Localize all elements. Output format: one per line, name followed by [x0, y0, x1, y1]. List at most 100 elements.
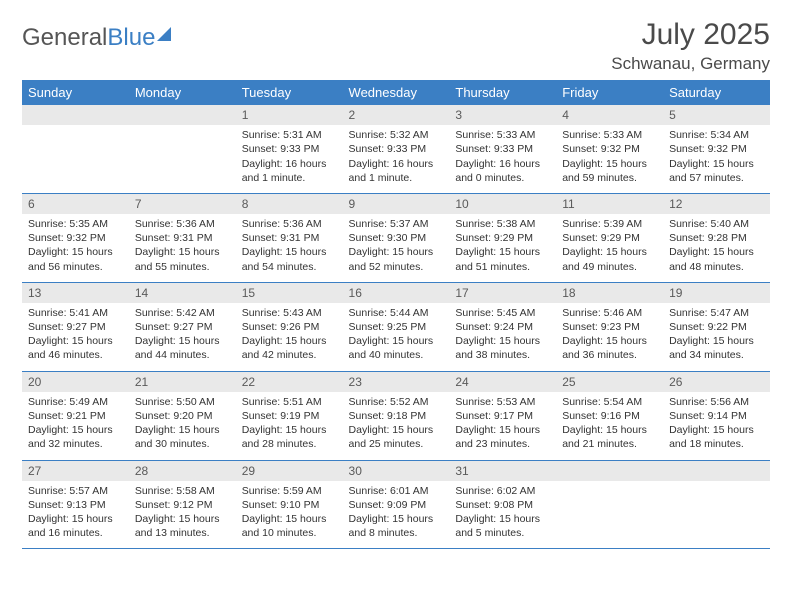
day-details: Sunrise: 5:43 AM Sunset: 9:26 PM Daylight:…: [236, 303, 343, 371]
day-number: 29: [236, 461, 343, 481]
day-details: Sunrise: 5:56 AMSunset: 9:14 PMDaylight:…: [663, 392, 770, 460]
sunrise-line: Sunrise: 5:39 AM: [562, 218, 642, 230]
calendar-cell: 13Sunrise: 5:41 AMSunset: 9:27 PMDayligh…: [22, 282, 129, 371]
sunrise-line: Sunrise: 5:36 AM: [135, 218, 215, 230]
daylight-line: Daylight: 15 hours and 42 minutes.: [242, 335, 327, 361]
daylight-line: Daylight: 15 hours and 16 minutes.: [28, 513, 113, 539]
sunset-line: Sunset: 9:31 PM: [242, 232, 320, 244]
day-details: Sunrise: 5:46 AMSunset: 9:23 PMDaylight:…: [556, 303, 663, 371]
sunset-line: Sunset: 9:23 PM: [562, 321, 640, 333]
calendar-cell: 4Sunrise: 5:33 AMSunset: 9:32 PMDaylight…: [556, 105, 663, 193]
day-number: 20: [22, 372, 129, 392]
calendar-cell: 9Sunrise: 5:37 AMSunset: 9:30 PMDaylight…: [343, 193, 450, 282]
calendar-cell: 16Sunrise: 5:44 AMSunset: 9:25 PMDayligh…: [343, 282, 450, 371]
day-number: 17: [449, 283, 556, 303]
daylight-line: Daylight: 15 hours and 8 minutes.: [349, 513, 434, 539]
calendar-cell: [129, 105, 236, 193]
daylight-line: Daylight: 15 hours and 5 minutes.: [455, 513, 540, 539]
daylight-line: Daylight: 15 hours and 49 minutes.: [562, 246, 647, 272]
day-number: 28: [129, 461, 236, 481]
calendar-cell: [556, 460, 663, 549]
day-details: Sunrise: 5:45 AMSunset: 9:24 PMDaylight:…: [449, 303, 556, 371]
sunset-line: Sunset: 9:27 PM: [135, 321, 213, 333]
sunrise-line: Sunrise: 6:02 AM: [455, 485, 535, 497]
calendar-cell: 29Sunrise: 5:59 AMSunset: 9:10 PMDayligh…: [236, 460, 343, 549]
daylight-line: Daylight: 15 hours and 48 minutes.: [669, 246, 754, 272]
sunset-line: Sunset: 9:19 PM: [242, 410, 320, 422]
day-number: 4: [556, 105, 663, 125]
sunrise-line: Sunrise: 6:01 AM: [349, 485, 429, 497]
sunrise-line: Sunrise: 5:43 AM: [242, 307, 322, 319]
day-details: Sunrise: 5:33 AMSunset: 9:33 PMDaylight:…: [449, 125, 556, 193]
sunrise-line: Sunrise: 5:47 AM: [669, 307, 749, 319]
sunrise-line: Sunrise: 5:58 AM: [135, 485, 215, 497]
calendar-cell: [663, 460, 770, 549]
day-details: Sunrise: 5:42 AMSunset: 9:27 PMDaylight:…: [129, 303, 236, 371]
day-number: 25: [556, 372, 663, 392]
calendar-week-row: 27Sunrise: 5:57 AMSunset: 9:13 PMDayligh…: [22, 460, 770, 549]
day-details: Sunrise: 5:39 AM Sunset: 9:29 PM Daylight:…: [556, 214, 663, 282]
daylight-line: Daylight: 15 hours and 18 minutes.: [669, 424, 754, 450]
day-number: 19: [663, 283, 770, 303]
day-details: Sunrise: 5:57 AMSunset: 9:13 PMDaylight:…: [22, 481, 129, 549]
sunset-line: Sunset: 9:16 PM: [562, 410, 640, 422]
calendar-cell: 11Sunrise: 5:39 AMSunset: 9:29 PMDayligh…: [556, 193, 663, 282]
sunrise-line: Sunrise: 5:35 AM: [28, 218, 108, 230]
sunrise-line: Sunrise: 5:53 AM: [455, 396, 535, 408]
calendar-cell: 30Sunrise: 6:01 AMSunset: 9:09 PMDayligh…: [343, 460, 450, 549]
calendar-cell: 27Sunrise: 5:57 AMSunset: 9:13 PMDayligh…: [22, 460, 129, 549]
day-details: Sunrise: 5:33 AMSunset: 9:32 PMDaylight:…: [556, 125, 663, 193]
daylight-line: Daylight: 15 hours and 59 minutes.: [562, 158, 647, 184]
sunset-line: Sunset: 9:09 PM: [349, 499, 427, 511]
logo-text-blue: Blue: [107, 24, 155, 52]
day-details: Sunrise: 5:58 AMSunset: 9:12 PMDaylight:…: [129, 481, 236, 549]
day-details: [556, 481, 663, 537]
sunset-line: Sunset: 9:08 PM: [455, 499, 533, 511]
day-header: Monday: [129, 80, 236, 105]
daylight-line: Daylight: 15 hours and 30 minutes.: [135, 424, 220, 450]
sunrise-line: Sunrise: 5:38 AM: [455, 218, 535, 230]
calendar-cell: 31Sunrise: 6:02 AMSunset: 9:08 PMDayligh…: [449, 460, 556, 549]
day-details: Sunrise: 5:47 AMSunset: 9:22 PMDaylight:…: [663, 303, 770, 371]
sunset-line: Sunset: 9:32 PM: [28, 232, 106, 244]
day-details: Sunrise: 6:01 AM Sunset: 9:09 PM Daylight:…: [343, 481, 450, 549]
sunrise-line: Sunrise: 5:57 AM: [28, 485, 108, 497]
calendar-cell: 25Sunrise: 5:54 AMSunset: 9:16 PMDayligh…: [556, 371, 663, 460]
daylight-line: Daylight: 15 hours and 44 minutes.: [135, 335, 220, 361]
day-header: Tuesday: [236, 80, 343, 105]
title-block: July 2025 Schwanau, Germany: [611, 18, 770, 74]
sunset-line: Sunset: 9:26 PM: [242, 321, 320, 333]
sunrise-line: Sunrise: 5:56 AM: [669, 396, 749, 408]
day-header: Thursday: [449, 80, 556, 105]
day-details: [129, 125, 236, 181]
sunset-line: Sunset: 9:33 PM: [349, 143, 427, 155]
sunset-line: Sunset: 9:25 PM: [349, 321, 427, 333]
sunset-line: Sunset: 9:33 PM: [455, 143, 533, 155]
calendar-cell: 5Sunrise: 5:34 AMSunset: 9:32 PMDaylight…: [663, 105, 770, 193]
day-number: 21: [129, 372, 236, 392]
sunrise-line: Sunrise: 5:36 AM: [242, 218, 322, 230]
daylight-line: Daylight: 15 hours and 51 minutes.: [455, 246, 540, 272]
calendar-cell: 20Sunrise: 5:49 AMSunset: 9:21 PMDayligh…: [22, 371, 129, 460]
sunrise-line: Sunrise: 5:44 AM: [349, 307, 429, 319]
calendar-cell: 14Sunrise: 5:42 AMSunset: 9:27 PMDayligh…: [129, 282, 236, 371]
day-number: 3: [449, 105, 556, 125]
sunset-line: Sunset: 9:18 PM: [349, 410, 427, 422]
calendar-cell: 24Sunrise: 5:53 AMSunset: 9:17 PMDayligh…: [449, 371, 556, 460]
sunrise-line: Sunrise: 5:34 AM: [669, 129, 749, 141]
sunset-line: Sunset: 9:33 PM: [242, 143, 320, 155]
calendar-cell: 21Sunrise: 5:50 AMSunset: 9:20 PMDayligh…: [129, 371, 236, 460]
day-number: 12: [663, 194, 770, 214]
calendar-cell: 19Sunrise: 5:47 AMSunset: 9:22 PMDayligh…: [663, 282, 770, 371]
day-details: Sunrise: 5:34 AMSunset: 9:32 PMDaylight:…: [663, 125, 770, 193]
sunrise-line: Sunrise: 5:46 AM: [562, 307, 642, 319]
day-details: Sunrise: 5:50 AMSunset: 9:20 PMDaylight:…: [129, 392, 236, 460]
day-number: 14: [129, 283, 236, 303]
calendar-cell: 3Sunrise: 5:33 AMSunset: 9:33 PMDaylight…: [449, 105, 556, 193]
day-details: Sunrise: 5:54 AMSunset: 9:16 PMDaylight:…: [556, 392, 663, 460]
sunrise-line: Sunrise: 5:59 AM: [242, 485, 322, 497]
day-number: 13: [22, 283, 129, 303]
day-details: Sunrise: 5:37 AMSunset: 9:30 PMDaylight:…: [343, 214, 450, 282]
sunrise-line: Sunrise: 5:41 AM: [28, 307, 108, 319]
sunset-line: Sunset: 9:29 PM: [562, 232, 640, 244]
